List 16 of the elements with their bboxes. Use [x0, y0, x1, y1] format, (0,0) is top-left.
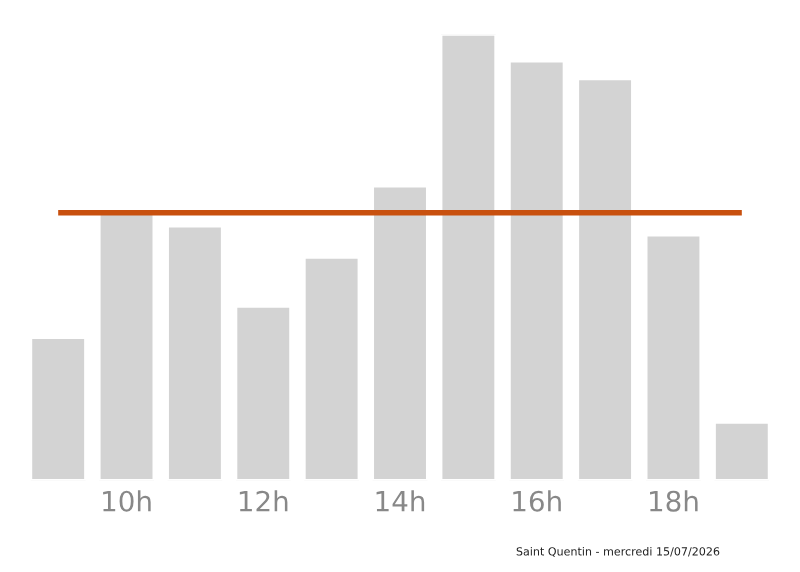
bar [576, 77, 634, 481]
bar [371, 184, 429, 481]
x-tick-label: 18h [650, 490, 698, 512]
bar [644, 233, 703, 481]
bar [97, 211, 156, 481]
bar [507, 59, 566, 481]
x-tick-label: 16h [513, 490, 561, 512]
bar [29, 336, 87, 481]
x-tick-label: 14h [376, 490, 425, 512]
x-tick-label: 10h [103, 490, 151, 512]
bar [713, 421, 771, 481]
bar [439, 34, 498, 481]
bar [234, 305, 293, 481]
x-tick-label: 12h [239, 490, 288, 512]
bar [302, 256, 361, 481]
bar [166, 224, 224, 481]
